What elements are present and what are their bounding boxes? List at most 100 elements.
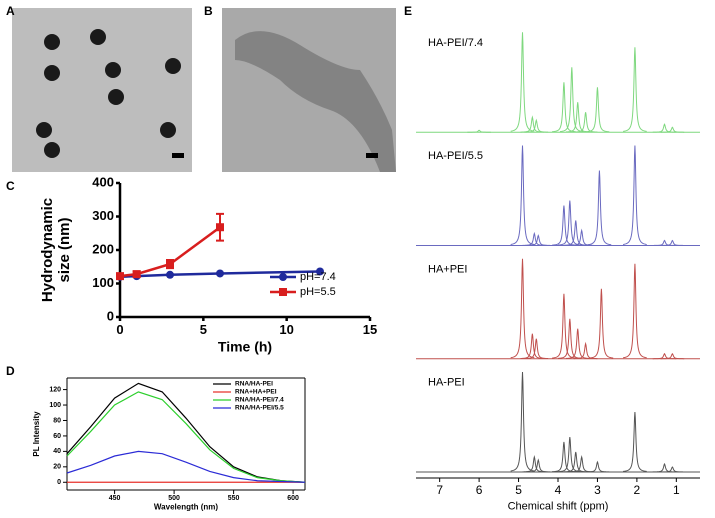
point bbox=[316, 267, 324, 276]
panel-label: D bbox=[6, 364, 15, 378]
texture bbox=[235, 31, 396, 172]
peak bbox=[510, 32, 535, 132]
peak bbox=[510, 258, 535, 359]
scale-bar bbox=[366, 153, 378, 158]
x-tick-label: 15 bbox=[363, 322, 377, 337]
peak bbox=[520, 115, 545, 133]
series-line bbox=[119, 226, 221, 278]
x-tick-label: 5 bbox=[200, 322, 207, 337]
peak bbox=[622, 263, 647, 359]
point bbox=[166, 270, 174, 279]
x-tick-label: 6 bbox=[476, 483, 483, 497]
point bbox=[216, 223, 224, 232]
peak bbox=[652, 462, 677, 473]
peak bbox=[563, 220, 588, 246]
y-tick-label: 60 bbox=[53, 433, 61, 440]
series-line bbox=[66, 391, 306, 483]
peak bbox=[559, 67, 584, 133]
y-tick-label: 100 bbox=[49, 402, 61, 409]
y-tick-label: 80 bbox=[53, 417, 61, 424]
point bbox=[132, 270, 141, 279]
point bbox=[216, 269, 224, 278]
x-axis-label: Wavelength (nm) bbox=[154, 503, 218, 512]
peak bbox=[467, 129, 491, 133]
x-tick-label: 1 bbox=[673, 483, 680, 497]
x-tick-label: 0 bbox=[116, 322, 123, 337]
peak bbox=[652, 352, 677, 360]
tem-image-b bbox=[222, 8, 396, 172]
peak bbox=[510, 371, 535, 472]
y-tick-label: 300 bbox=[92, 208, 114, 223]
x-tick-label: 500 bbox=[168, 495, 180, 502]
peak bbox=[589, 288, 614, 359]
peak bbox=[660, 352, 685, 360]
particles bbox=[36, 29, 181, 158]
tem-image-a bbox=[12, 8, 192, 172]
peak bbox=[622, 145, 647, 246]
peak bbox=[526, 234, 551, 246]
spectrum-label: HA-PEI/7.4 bbox=[428, 37, 483, 49]
peak bbox=[524, 118, 549, 133]
y-tick-label: 40 bbox=[53, 448, 61, 455]
peak bbox=[652, 123, 677, 133]
x-tick-label: 7 bbox=[436, 483, 443, 497]
scale-bar bbox=[172, 153, 184, 158]
peak bbox=[660, 466, 685, 473]
peak bbox=[526, 458, 551, 473]
panel-label: B bbox=[204, 4, 213, 18]
peak bbox=[585, 87, 610, 133]
peak bbox=[565, 328, 590, 359]
legend-label: RNA/HA-PEI/5.5 bbox=[235, 405, 284, 412]
y-tick-label: 400 bbox=[92, 174, 114, 189]
peak bbox=[652, 239, 677, 246]
panel-label: A bbox=[6, 4, 15, 18]
point bbox=[116, 272, 124, 281]
point bbox=[166, 260, 174, 269]
peak bbox=[573, 112, 598, 133]
x-tick-label: 3 bbox=[594, 483, 601, 497]
peak bbox=[660, 126, 685, 133]
y-axis-label: PL Intensity bbox=[32, 411, 41, 457]
peak bbox=[587, 170, 612, 246]
panel-label: C bbox=[6, 179, 15, 193]
x-tick-label: 600 bbox=[287, 495, 299, 502]
y-tick-label: 100 bbox=[92, 275, 114, 290]
spectrum-label: HA-PEI bbox=[428, 377, 465, 389]
peak bbox=[524, 338, 549, 360]
legend-label: pH=7.4 bbox=[300, 271, 336, 283]
x-tick-label: 5 bbox=[515, 483, 522, 497]
peak bbox=[563, 451, 588, 473]
legend-marker bbox=[279, 288, 287, 296]
peak bbox=[623, 411, 647, 472]
y-tick-label: 20 bbox=[53, 464, 61, 471]
peak bbox=[552, 441, 576, 473]
peak bbox=[660, 239, 685, 246]
legend-label: RNA/HA-PEI bbox=[235, 381, 273, 388]
peak bbox=[623, 47, 647, 132]
y-tick-label: 0 bbox=[107, 308, 114, 323]
x-axis-label: Time (h) bbox=[218, 338, 272, 354]
y-axis-label: size (nm) bbox=[56, 217, 73, 282]
peak bbox=[569, 228, 594, 246]
legend-label: pH=5.5 bbox=[300, 286, 336, 298]
y-tick-label: 120 bbox=[49, 386, 61, 393]
x-tick-label: 2 bbox=[634, 483, 641, 497]
peak bbox=[510, 145, 535, 246]
x-tick-label: 4 bbox=[555, 483, 562, 497]
peak bbox=[573, 341, 598, 360]
legend-marker bbox=[279, 273, 287, 281]
peak bbox=[557, 318, 582, 359]
spectrum-label: HA+PEI bbox=[428, 263, 467, 275]
peak bbox=[585, 460, 610, 473]
panel-label: E bbox=[404, 4, 412, 18]
legend-label: RNA+HA+PEI bbox=[235, 389, 277, 396]
y-tick-label: 200 bbox=[92, 241, 114, 256]
x-tick-label: 550 bbox=[228, 495, 240, 502]
y-axis-label: Hydrodynamic bbox=[39, 198, 56, 302]
spectrum-label: HA-PEI/5.5 bbox=[428, 150, 483, 162]
x-axis-label: Chemical shift (ppm) bbox=[508, 500, 609, 512]
x-tick-label: 10 bbox=[279, 322, 293, 337]
peak bbox=[569, 455, 594, 473]
legend-label: RNA/HA-PEI/7.4 bbox=[235, 397, 284, 404]
